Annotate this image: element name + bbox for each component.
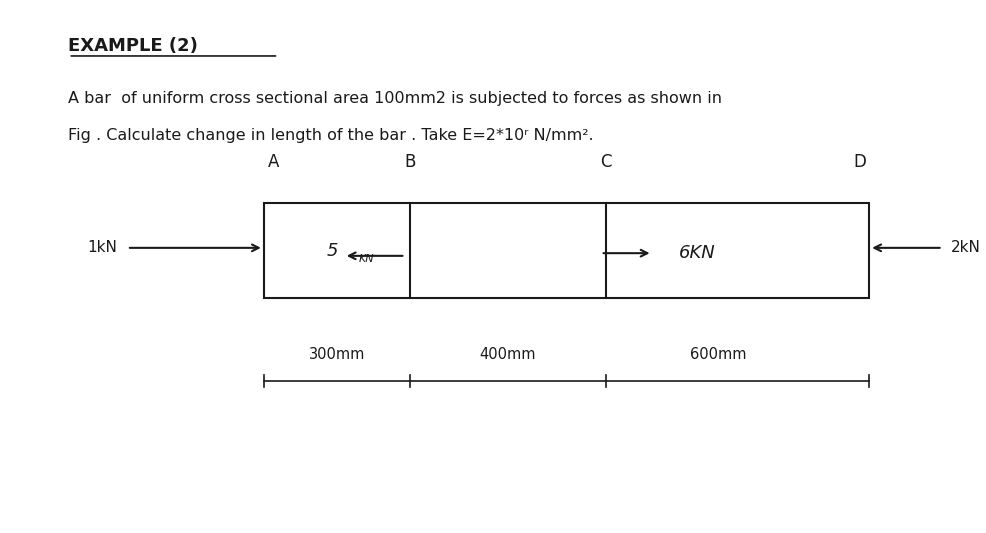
Text: A bar  of uniform cross sectional area 100mm2 is subjected to forces as shown in: A bar of uniform cross sectional area 10… [68, 91, 723, 106]
Bar [263, 203, 870, 298]
Text: Fig . Calculate change in length of the bar . Take E=2*10ʳ N/mm².: Fig . Calculate change in length of the … [68, 128, 594, 143]
Text: EXAMPLE (2): EXAMPLE (2) [68, 37, 198, 55]
Text: 600mm: 600mm [689, 348, 746, 362]
Text: 6KN: 6KN [678, 244, 716, 262]
Text: D: D [853, 152, 866, 171]
Text: 1kN: 1kN [88, 240, 117, 255]
Text: B: B [404, 152, 416, 171]
Text: 400mm: 400mm [479, 348, 536, 362]
Text: 2kN: 2kN [951, 240, 980, 255]
Text: KN: KN [359, 254, 374, 263]
Text: C: C [599, 152, 611, 171]
Text: A: A [268, 152, 279, 171]
Text: 300mm: 300mm [309, 348, 365, 362]
Text: 5: 5 [326, 241, 338, 260]
